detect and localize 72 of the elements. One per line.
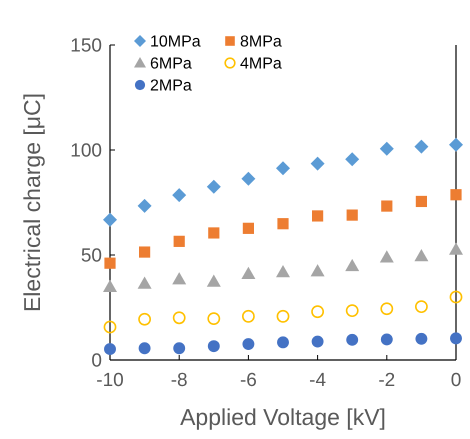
legend-label: 4MPa [240,56,282,73]
legend-label: 6MPa [150,56,192,73]
point [450,189,462,200]
point [415,300,428,314]
x-axis-title: Applied Voltage [kV] [180,404,386,430]
legend-label: 8MPa [240,34,282,51]
point [207,312,220,326]
point [242,338,254,350]
point [450,290,462,304]
point [277,218,289,230]
point [208,227,220,239]
point [346,334,358,346]
point [346,304,359,318]
x-tick-label: -4 [309,370,326,391]
point [173,342,186,354]
point [414,140,428,154]
y-tick-label: 0 [91,350,102,372]
point [276,265,290,278]
point [276,310,290,323]
x-tick-label: -10 [96,370,124,391]
x-tick-label: -8 [170,370,188,391]
y-axis-title: Electrical charge [μC] [19,92,45,312]
point [380,250,394,263]
point [450,332,462,344]
point [139,246,150,258]
point [241,266,256,279]
point [449,242,463,255]
point [138,276,152,289]
legend-label: 2MPa [150,78,192,95]
point [346,210,358,221]
x-tick-label: -6 [240,370,257,391]
point [172,188,186,202]
y-tick-label: 150 [70,36,102,57]
point [138,198,152,213]
point [276,161,290,176]
point [104,258,116,269]
point [310,156,325,171]
point [172,272,186,284]
point [380,302,394,316]
point [103,280,117,292]
point [381,200,392,212]
point [311,305,324,318]
point [277,336,289,348]
point [138,312,151,326]
point [241,172,256,186]
point [242,222,254,234]
point [312,210,324,222]
legend-label: 10MPa [150,34,201,51]
y-tick-label: 100 [70,140,102,162]
point [208,340,220,352]
point [138,342,151,354]
point [174,236,185,247]
point [380,333,393,346]
point [242,310,255,323]
point [310,264,325,276]
point [345,152,360,166]
point [312,336,324,348]
point [104,320,116,334]
point [345,258,360,272]
point [104,343,116,356]
point [172,311,186,324]
point [414,249,428,262]
point [380,142,394,156]
point [206,180,221,194]
point [449,138,463,152]
x-tick-label: -2 [378,370,396,391]
x-tick-label: 0 [450,370,462,391]
y-tick-label: 50 [80,246,102,267]
point [415,332,428,345]
point [206,274,221,287]
point [103,212,117,227]
point [416,196,427,208]
